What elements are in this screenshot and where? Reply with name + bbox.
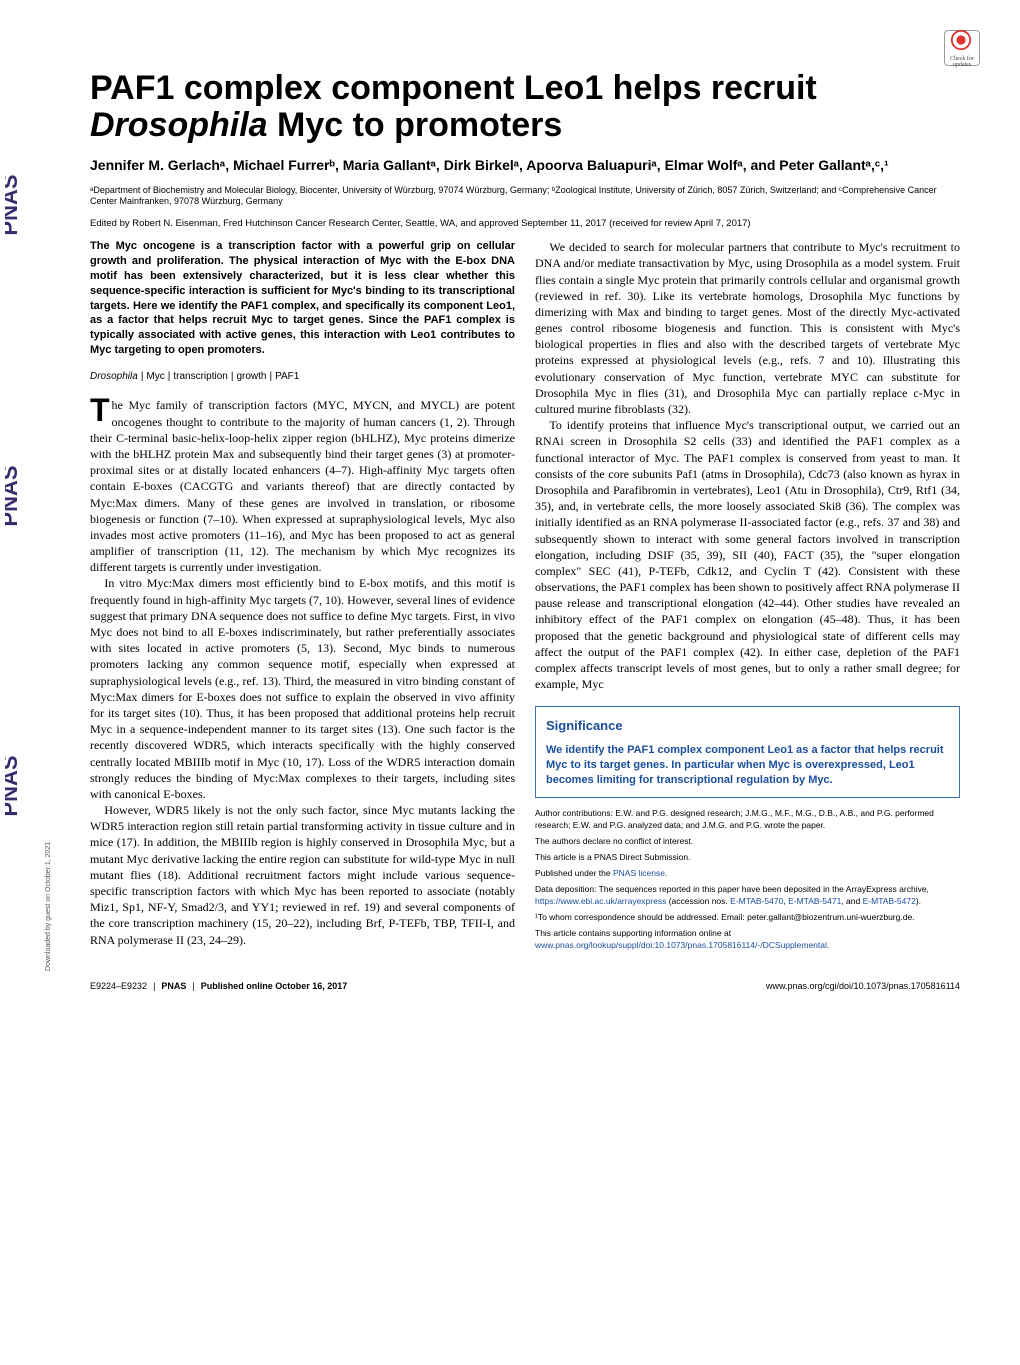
svg-text:PNAS: PNAS bbox=[5, 756, 22, 817]
badge-text-2: updates bbox=[953, 62, 971, 68]
fn-corresp: ¹To whom correspondence should be addres… bbox=[535, 912, 960, 924]
footnotes: Author contributions: E.W. and P.G. desi… bbox=[535, 808, 960, 951]
keywords: Drosophila|Myc|transcription|growth|PAF1 bbox=[90, 370, 515, 384]
body-text-left: The Myc family of transcription factors … bbox=[90, 397, 515, 947]
footer-left: E9224–E9232|PNAS|Published online Octobe… bbox=[90, 981, 347, 991]
r-p2: To identify proteins that influence Myc'… bbox=[535, 417, 960, 692]
pnas-logo-icon: PNAS bbox=[5, 726, 29, 846]
p3: However, WDR5 likely is not the only suc… bbox=[90, 802, 515, 948]
kw-2: Myc bbox=[146, 371, 164, 382]
fn-direct: This article is a PNAS Direct Submission… bbox=[535, 852, 960, 864]
fn-license: Published under the PNAS license. bbox=[535, 868, 960, 880]
fn-conflict: The authors declare no conflict of inter… bbox=[535, 836, 960, 848]
kw-4: growth bbox=[236, 371, 266, 382]
significance-text: We identify the PAF1 complex component L… bbox=[546, 743, 949, 788]
p1: he Myc family of transcription factors (… bbox=[90, 398, 515, 574]
download-note: Downloaded by guest on October 1, 2021 bbox=[45, 842, 52, 971]
suppl-link[interactable]: www.pnas.org/lookup/suppl/doi:10.1073/pn… bbox=[535, 940, 827, 950]
footer-right: www.pnas.org/cgi/doi/10.1073/pnas.170581… bbox=[766, 981, 960, 991]
kw-1: Drosophila bbox=[90, 371, 138, 382]
fn-suppl: This article contains supporting informa… bbox=[535, 928, 960, 952]
kw-3: transcription bbox=[173, 371, 227, 382]
significance-box: Significance We identify the PAF1 comple… bbox=[535, 706, 960, 798]
r-p1: We decided to search for molecular partn… bbox=[535, 239, 960, 417]
right-column: We decided to search for molecular partn… bbox=[535, 239, 960, 955]
dropcap: T bbox=[90, 397, 112, 424]
affiliations: ᵃDepartment of Biochemistry and Molecula… bbox=[90, 185, 960, 208]
page-range: E9224–E9232 bbox=[90, 981, 147, 991]
check-updates-badge[interactable]: Check forupdates bbox=[944, 30, 980, 66]
pnas-sidebar-logo: PNAS PNAS PNAS bbox=[5, 60, 33, 931]
author-list: Jennifer M. Gerlachᵃ, Michael Furrerᵇ, M… bbox=[90, 157, 960, 173]
title-italic: Drosophila bbox=[90, 106, 268, 144]
accession-link-2[interactable]: E-MTAB-5471 bbox=[788, 896, 841, 906]
significance-heading: Significance bbox=[546, 717, 949, 735]
title-pre: PAF1 complex component Leo1 helps recrui… bbox=[90, 69, 817, 107]
p2: In vitro Myc:Max dimers most efficiently… bbox=[90, 575, 515, 802]
journal-name: PNAS bbox=[161, 981, 186, 991]
svg-text:PNAS: PNAS bbox=[5, 465, 22, 526]
page-footer: E9224–E9232|PNAS|Published online Octobe… bbox=[90, 975, 960, 991]
left-column: The Myc oncogene is a transcription fact… bbox=[90, 239, 515, 955]
accession-link-3[interactable]: E-MTAB-5472 bbox=[863, 896, 916, 906]
body-text-right: We decided to search for molecular partn… bbox=[535, 239, 960, 692]
edited-by: Edited by Robert N. Eisenman, Fred Hutch… bbox=[90, 218, 960, 229]
kw-5: PAF1 bbox=[275, 371, 299, 382]
fn-contrib: Author contributions: E.W. and P.G. desi… bbox=[535, 808, 960, 832]
svg-text:PNAS: PNAS bbox=[5, 175, 22, 236]
pnas-logo-icon: PNAS bbox=[5, 436, 29, 556]
crossmark-icon bbox=[950, 29, 972, 51]
accession-link-1[interactable]: E-MTAB-5470 bbox=[730, 896, 783, 906]
title-post: Myc to promoters bbox=[268, 106, 563, 144]
pnas-logo-icon: PNAS bbox=[5, 145, 29, 265]
pnas-license-link[interactable]: PNAS license bbox=[613, 868, 665, 878]
article-title: PAF1 complex component Leo1 helps recrui… bbox=[90, 70, 960, 145]
fn-data: Data deposition: The sequences reported … bbox=[535, 884, 960, 908]
abstract: The Myc oncogene is a transcription fact… bbox=[90, 239, 515, 358]
arrayexpress-link[interactable]: https://www.ebi.ac.uk/arrayexpress bbox=[535, 896, 666, 906]
pub-date: Published online October 16, 2017 bbox=[201, 981, 348, 991]
